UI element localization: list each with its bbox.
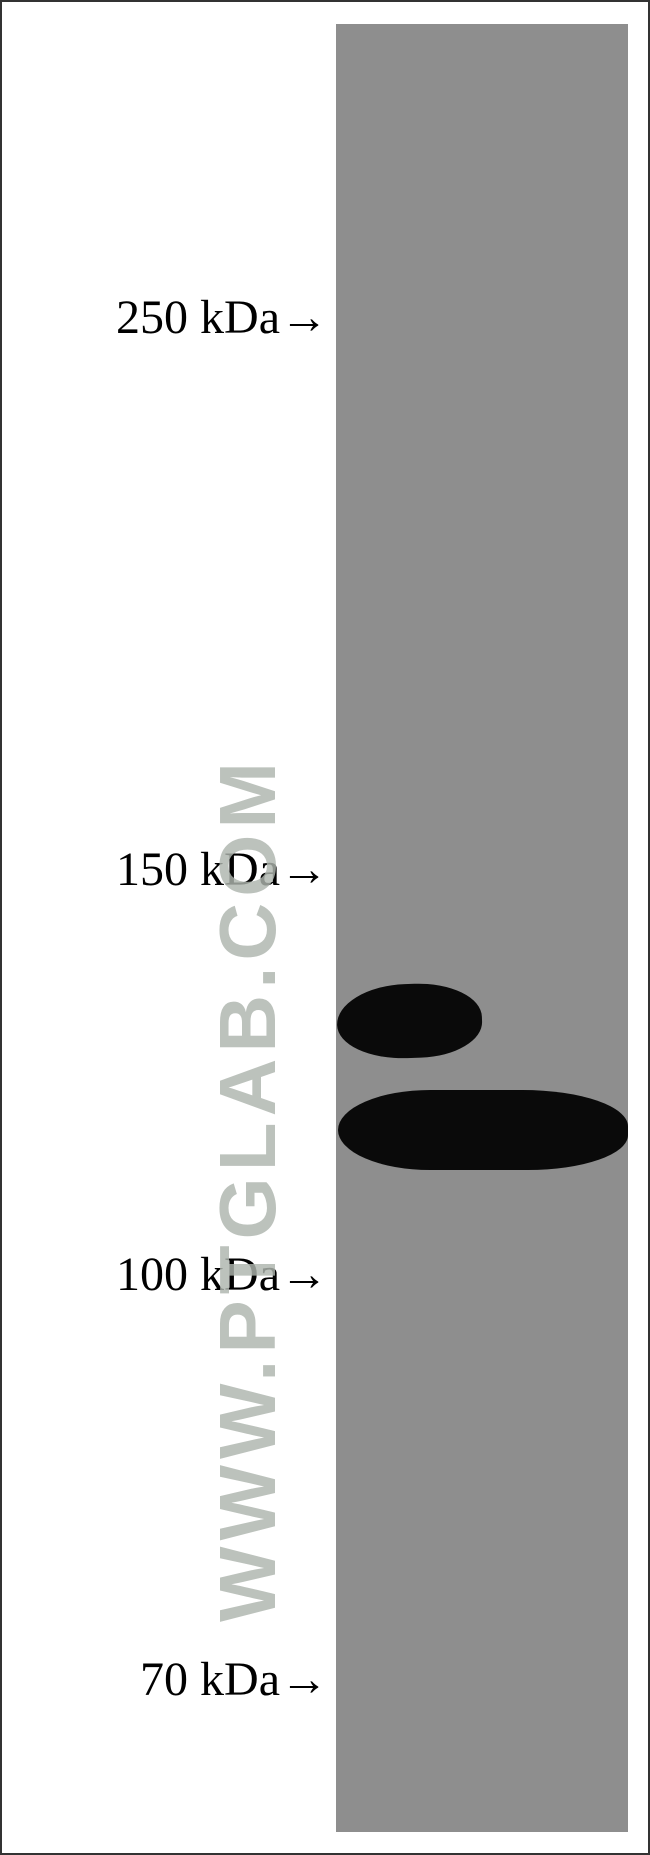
marker-250kda: 250 kDa→ (116, 290, 328, 345)
marker-label-text: 70 kDa→ (140, 1653, 328, 1706)
marker-label-text: 250 kDa→ (116, 291, 328, 344)
blot-lane (336, 24, 628, 1832)
marker-70kda: 70 kDa→ (140, 1652, 328, 1707)
marker-150kda: 150 kDa→ (116, 842, 328, 897)
marker-100kda: 100 kDa→ (116, 1247, 328, 1302)
western-blot-figure: WWW.PTGLAB.COM 250 kDa→ 150 kDa→ 100 kDa… (2, 2, 648, 1853)
band-lower (338, 1090, 628, 1170)
marker-label-text: 150 kDa→ (116, 843, 328, 896)
marker-label-text: 100 kDa→ (116, 1248, 328, 1301)
